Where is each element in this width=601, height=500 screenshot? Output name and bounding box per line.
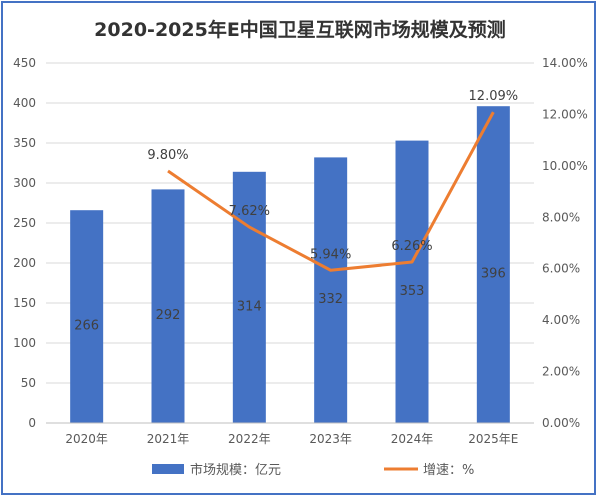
bar-data-label: 396 — [481, 267, 506, 282]
bar-data-label: 332 — [318, 292, 343, 307]
y-left-tick-label: 200 — [13, 256, 36, 270]
y-right-tick-label: 0.00% — [542, 416, 580, 430]
bar-data-label: 314 — [237, 299, 262, 314]
legend-label-bar: 市场规模：亿元 — [190, 462, 281, 478]
legend: 市场规模：亿元 增速：% — [152, 462, 474, 478]
line-data-label: 9.80% — [147, 148, 188, 163]
x-tick-label: 2020年 — [65, 432, 108, 446]
bar — [476, 106, 510, 423]
y-left-tick-label: 300 — [13, 176, 36, 190]
bar-data-label: 266 — [74, 319, 99, 334]
growth-line — [167, 111, 495, 272]
x-tick-label: 2025年E — [468, 432, 518, 446]
y-left-tick-label: 450 — [13, 56, 36, 70]
line-data-label: 12.09% — [469, 89, 519, 104]
line-data-label: 6.26% — [391, 239, 432, 254]
y-left-tick-label: 0 — [28, 416, 36, 430]
y-right-tick-label: 2.00% — [542, 365, 580, 379]
y-right-tick-label: 14.00% — [542, 56, 588, 70]
bar — [232, 171, 266, 423]
bar-data-label: 353 — [400, 284, 425, 299]
legend-label-line: 增速：% — [423, 463, 474, 478]
y-left-tick-label: 100 — [13, 336, 36, 350]
y-right-tick-label: 6.00% — [542, 262, 580, 276]
y-left-tick-label: 50 — [21, 376, 36, 390]
y-left-tick-label: 400 — [13, 96, 36, 110]
y-right-tick-label: 12.00% — [542, 107, 588, 121]
bar-data-label: 292 — [156, 308, 181, 323]
x-tick-label: 2021年 — [147, 432, 190, 446]
legend-swatch-bar — [152, 464, 184, 474]
x-tick-label: 2022年 — [228, 432, 271, 446]
y-left-tick-label: 350 — [13, 136, 36, 150]
x-tick-label: 2023年 — [309, 432, 352, 446]
y-left-tick-label: 150 — [13, 296, 36, 310]
bar — [70, 210, 104, 423]
bar — [395, 140, 429, 423]
y-left-tick-label: 250 — [13, 216, 36, 230]
bar — [151, 189, 185, 423]
chart-title: 2020-2025年E中国卫星互联网市场规模及预测 — [94, 18, 506, 41]
x-tick-label: 2024年 — [391, 432, 434, 446]
line-data-label: 7.62% — [229, 204, 270, 219]
line-data-label: 5.94% — [310, 247, 351, 262]
y-right-tick-label: 10.00% — [542, 159, 588, 173]
bar — [314, 157, 348, 423]
y-right-tick-label: 8.00% — [542, 210, 580, 224]
y-right-tick-label: 4.00% — [542, 313, 580, 327]
